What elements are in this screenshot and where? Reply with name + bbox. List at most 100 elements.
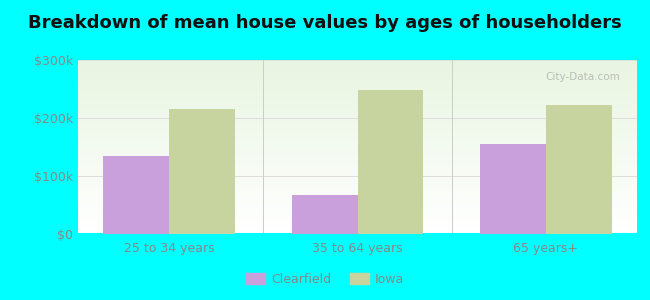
Bar: [78, 145, 637, 146]
Bar: [78, 196, 637, 197]
Bar: [78, 91, 637, 92]
Bar: [78, 138, 637, 139]
Bar: [78, 150, 637, 151]
Bar: [78, 189, 637, 190]
Bar: [78, 208, 637, 209]
Bar: [78, 225, 637, 226]
Bar: [78, 128, 637, 129]
Bar: [78, 210, 637, 211]
Bar: [78, 60, 637, 61]
Bar: [78, 63, 637, 64]
Bar: [78, 112, 637, 113]
Bar: [78, 136, 637, 137]
Bar: [78, 135, 637, 136]
Bar: [78, 109, 637, 110]
Bar: [78, 90, 637, 91]
Bar: [78, 185, 637, 186]
Bar: [78, 61, 637, 62]
Bar: [78, 231, 637, 232]
Bar: [78, 157, 637, 158]
Bar: [78, 173, 637, 174]
Bar: [78, 169, 637, 170]
Bar: [78, 77, 637, 78]
Bar: [78, 166, 637, 167]
Bar: [78, 146, 637, 147]
Bar: [78, 153, 637, 154]
Bar: [78, 190, 637, 191]
Bar: [78, 92, 637, 93]
Bar: [78, 85, 637, 86]
Bar: [78, 134, 637, 135]
Bar: [78, 67, 637, 68]
Bar: [78, 227, 637, 228]
Bar: [292, 195, 358, 234]
Bar: [78, 171, 637, 172]
Bar: [78, 120, 637, 121]
Bar: [78, 193, 637, 194]
Bar: [78, 144, 637, 145]
Bar: [78, 215, 637, 216]
Bar: [78, 170, 637, 171]
Bar: [78, 73, 637, 74]
Bar: [78, 160, 637, 161]
Bar: [78, 75, 637, 76]
Bar: [78, 110, 637, 111]
Bar: [78, 202, 637, 203]
Bar: [78, 98, 637, 99]
Bar: [78, 180, 637, 181]
Bar: [78, 87, 637, 88]
Bar: [78, 175, 637, 176]
Bar: [78, 152, 637, 153]
Bar: [78, 149, 637, 150]
Bar: [78, 176, 637, 177]
Bar: [78, 127, 637, 128]
Bar: [78, 198, 637, 199]
Bar: [78, 69, 637, 70]
Bar: [78, 187, 637, 188]
Bar: [78, 107, 637, 108]
Bar: [78, 99, 637, 100]
Bar: [78, 191, 637, 192]
Bar: [78, 74, 637, 75]
Bar: [78, 213, 637, 214]
Bar: [78, 78, 637, 79]
Bar: [78, 108, 637, 109]
Bar: [78, 214, 637, 215]
Bar: [78, 162, 637, 163]
Bar: [78, 95, 637, 96]
Bar: [103, 156, 169, 234]
Bar: [78, 167, 637, 168]
Bar: [480, 144, 546, 234]
Bar: [78, 226, 637, 227]
Bar: [78, 103, 637, 104]
Bar: [78, 79, 637, 80]
Bar: [78, 177, 637, 178]
Bar: [78, 86, 637, 87]
Bar: [78, 184, 637, 185]
Bar: [358, 90, 423, 234]
Bar: [78, 137, 637, 138]
Bar: [78, 222, 637, 223]
Bar: [78, 97, 637, 98]
Bar: [78, 68, 637, 69]
Bar: [78, 182, 637, 183]
Bar: [78, 172, 637, 173]
Bar: [78, 126, 637, 127]
Bar: [78, 165, 637, 166]
Bar: [78, 197, 637, 198]
Bar: [78, 233, 637, 234]
Bar: [78, 155, 637, 156]
Bar: [78, 154, 637, 155]
Bar: [78, 194, 637, 195]
Bar: [78, 201, 637, 202]
Bar: [78, 163, 637, 164]
Bar: [78, 218, 637, 219]
Bar: [78, 232, 637, 233]
Bar: [78, 132, 637, 133]
Bar: [78, 115, 637, 116]
Bar: [78, 121, 637, 122]
Bar: [78, 111, 637, 112]
Bar: [78, 81, 637, 82]
Bar: [78, 66, 637, 67]
Bar: [78, 205, 637, 206]
